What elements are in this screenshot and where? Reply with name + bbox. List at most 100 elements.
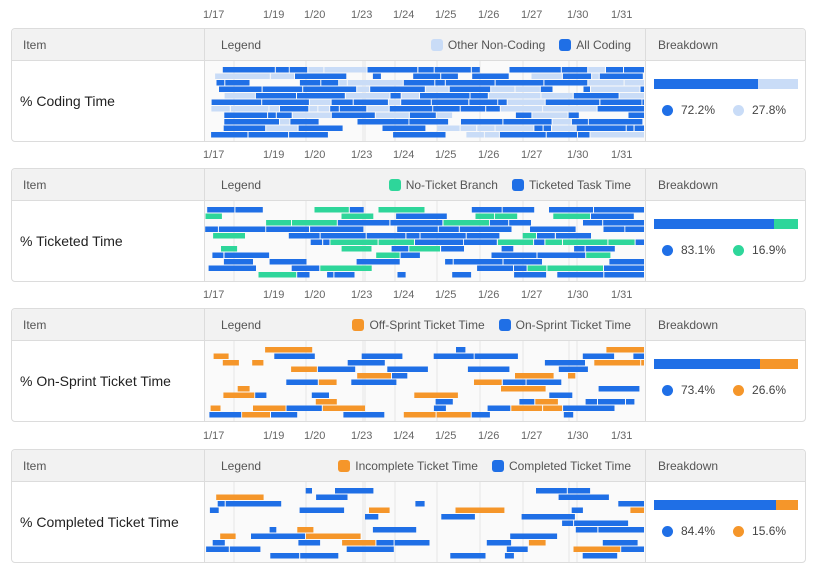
activity-block [484, 132, 499, 138]
activity-block [341, 246, 372, 252]
activity-block [211, 106, 230, 112]
activity-block [563, 405, 615, 411]
legend-key: Other Non-Coding [430, 38, 545, 52]
activity-block [502, 207, 535, 213]
activity-block [271, 412, 298, 418]
activity-block [606, 347, 644, 353]
activity-block [229, 546, 261, 552]
activity-block [343, 412, 385, 418]
activity-block [521, 514, 575, 520]
date-tick-label: 1/24 [393, 149, 415, 161]
activity-block [310, 239, 323, 245]
item-column-header: Item [23, 38, 47, 52]
activity-block [573, 546, 621, 552]
timeline-chart[interactable] [205, 341, 645, 421]
activity-block [591, 86, 640, 92]
activity-block [361, 353, 403, 359]
activity-block [345, 93, 390, 99]
activity-block [583, 86, 590, 92]
activity-block [588, 67, 605, 73]
activity-block [213, 233, 245, 239]
date-tick-label: 1/20 [304, 289, 326, 301]
activity-block [472, 73, 509, 79]
activity-block [474, 353, 518, 359]
metric-label: % On-Sprint Ticket Time [20, 373, 171, 389]
activity-block [466, 233, 500, 239]
activity-block [372, 73, 381, 79]
timeline-chart[interactable] [205, 201, 645, 281]
activity-block [583, 220, 603, 226]
activity-block [540, 86, 553, 92]
activity-block [290, 119, 319, 125]
date-tick-label: 1/31 [611, 9, 633, 21]
breakdown-bar-secondary [775, 500, 798, 510]
activity-block [251, 533, 305, 539]
activity-block [207, 207, 235, 213]
activity-block [230, 106, 269, 112]
activity-block [450, 553, 486, 559]
activity-block [297, 93, 345, 99]
activity-block [400, 252, 420, 258]
activity-block [491, 86, 515, 92]
activity-block [568, 112, 579, 118]
activity-block [626, 399, 635, 405]
date-tick-label: 1/31 [611, 149, 633, 161]
activity-block [515, 373, 554, 379]
activity-block [206, 546, 229, 552]
activity-block [223, 125, 266, 131]
activity-block [597, 106, 644, 112]
activity-block [603, 220, 644, 226]
activity-block [528, 540, 546, 546]
timeline-chart[interactable] [205, 482, 645, 562]
date-tick-label: 1/25 [435, 430, 457, 442]
breakdown-value: 15.6% [752, 524, 787, 538]
date-tick-label: 1/24 [393, 9, 415, 21]
legend-label: Ticketed Task Time [528, 178, 631, 192]
legend-keys: Off-Sprint Ticket Time On-Sprint Ticket … [352, 318, 631, 332]
activity-block [445, 80, 495, 86]
date-tick-label: 1/20 [304, 9, 326, 21]
activity-block [573, 93, 619, 99]
activity-block [436, 112, 453, 118]
activity-block [544, 360, 585, 366]
date-tick-label: 1/24 [393, 289, 415, 301]
activity-block [210, 405, 221, 411]
date-tick-label: 1/31 [611, 430, 633, 442]
activity-block [494, 213, 518, 219]
activity-block [510, 533, 558, 539]
activity-block [585, 399, 597, 405]
activity-block [324, 67, 367, 73]
activity-block [224, 119, 279, 125]
legend-key: Incomplete Ticket Time [338, 459, 478, 473]
activity-block [527, 265, 547, 271]
activity-block [598, 399, 625, 405]
activity-block [514, 272, 547, 278]
activity-block [599, 73, 643, 79]
activity-block [585, 246, 615, 252]
activity-block [530, 226, 576, 232]
date-tick-label: 1/30 [567, 289, 589, 301]
activity-block [335, 488, 374, 494]
activity-block [561, 67, 588, 73]
activity-block [438, 226, 459, 232]
timeline-chart[interactable] [205, 61, 645, 141]
activity-block [475, 213, 494, 219]
activity-block [502, 379, 526, 385]
activity-block [318, 106, 330, 112]
activity-block [289, 67, 308, 73]
activity-block [507, 99, 545, 105]
activity-block [486, 106, 500, 112]
activity-block [563, 412, 574, 418]
activity-block [514, 265, 527, 271]
activity-block [543, 405, 563, 411]
breakdown-dot [733, 525, 745, 537]
activity-block [390, 93, 401, 99]
activity-block [600, 99, 642, 105]
activity-block [452, 272, 472, 278]
activity-block [357, 119, 409, 125]
activity-block [262, 86, 303, 92]
breakdown: 73.4% 26.6% [654, 359, 798, 397]
activity-block [461, 119, 503, 125]
date-tick-label: 1/26 [478, 289, 500, 301]
activity-block [309, 106, 318, 112]
